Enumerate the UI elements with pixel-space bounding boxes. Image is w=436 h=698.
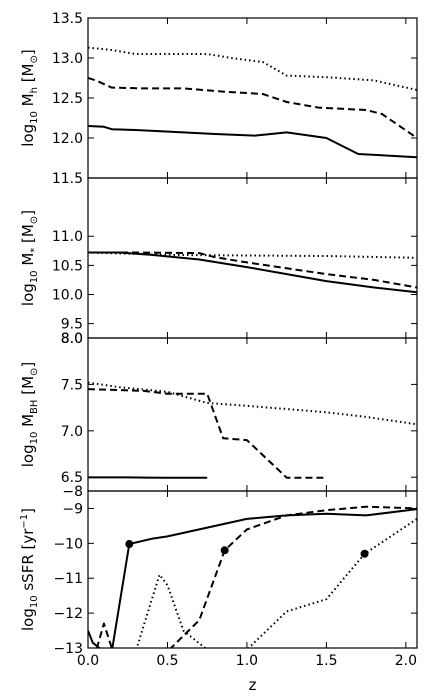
- y-tick-label: −10: [53, 536, 83, 552]
- panel-1: 11.5 12.0 12.5 13.0 13.5 log10 Mh [M⊙]: [19, 11, 418, 187]
- series-line-dashed: [95, 505, 417, 648]
- series-group: [88, 381, 417, 479]
- y-tick-label: 8.0: [61, 331, 83, 347]
- y-tick-label: 10.0: [52, 287, 83, 303]
- y-tick-label: −9: [62, 501, 83, 517]
- y-tick-label: −13: [53, 641, 83, 657]
- y-tick-label: −12: [53, 606, 83, 622]
- series-line-solid: [88, 508, 417, 648]
- y-tick-label: 10.5: [52, 258, 83, 274]
- data-point: [125, 540, 134, 549]
- y-tick-label: 7.0: [61, 424, 83, 440]
- data-point: [360, 549, 369, 558]
- panel-4: −13 −12 −11 −10 −9 log10 sSFR [yr−1]: [19, 490, 418, 657]
- series-line-solid: [88, 251, 417, 294]
- x-tick-label: 0.0: [77, 653, 99, 669]
- y-tick-label: 8.0: [61, 331, 83, 347]
- series-line-dashed: [88, 77, 417, 139]
- series-group: [88, 251, 417, 294]
- y-tick-label: 11.0: [52, 229, 83, 245]
- y-axis-label: log10 MBH [M⊙]: [19, 362, 40, 468]
- panel-frame: [87, 177, 418, 339]
- x-tick-label: 0.5: [156, 653, 178, 669]
- x-axis-label: z: [249, 676, 257, 694]
- y-axis-label: log10 Mh [M⊙]: [19, 49, 40, 146]
- panel-frame: [87, 490, 418, 649]
- y-axis-label: log10 sSFR [yr−1]: [19, 508, 40, 631]
- y-tick-label: 12.0: [52, 131, 83, 147]
- y-tick-label: 13.5: [52, 11, 83, 27]
- series-line-dotted: [135, 518, 417, 648]
- series-group: [88, 46, 417, 159]
- y-tick-label: −11: [53, 571, 83, 587]
- x-tick-label: 1.0: [236, 653, 258, 669]
- y-tick-label: 13.0: [52, 51, 83, 67]
- y-tick-label: 6.5: [61, 470, 83, 486]
- series-line-dotted: [88, 381, 417, 426]
- series-line-dashed: [88, 388, 327, 479]
- y-tick-label: 7.5: [61, 377, 83, 393]
- x-tick-label: 1.5: [315, 653, 337, 669]
- y-tick-label: 12.5: [52, 91, 83, 107]
- panel-2: 8.09.5 10.0 10.5 11.0 log10 M* [M⊙]: [19, 177, 418, 347]
- y-tick-label: 11.5: [52, 171, 83, 187]
- y-tick-label: 9.5: [61, 317, 83, 333]
- x-tick-label: 2.0: [395, 653, 417, 669]
- series-line-solid: [88, 125, 417, 159]
- series-line-dotted: [88, 46, 417, 91]
- y-tick-label: −8: [62, 484, 83, 500]
- panel-3: −86.5 7.0 7.5 8.0 log10 MBH [M⊙]: [19, 331, 418, 500]
- data-point: [220, 546, 229, 555]
- series-line-dotted: [88, 251, 417, 259]
- series-line-dashed: [88, 251, 417, 289]
- panel-frame: [87, 337, 418, 492]
- series-group: [88, 505, 417, 648]
- y-axis-label: log10 M* [M⊙]: [19, 210, 40, 306]
